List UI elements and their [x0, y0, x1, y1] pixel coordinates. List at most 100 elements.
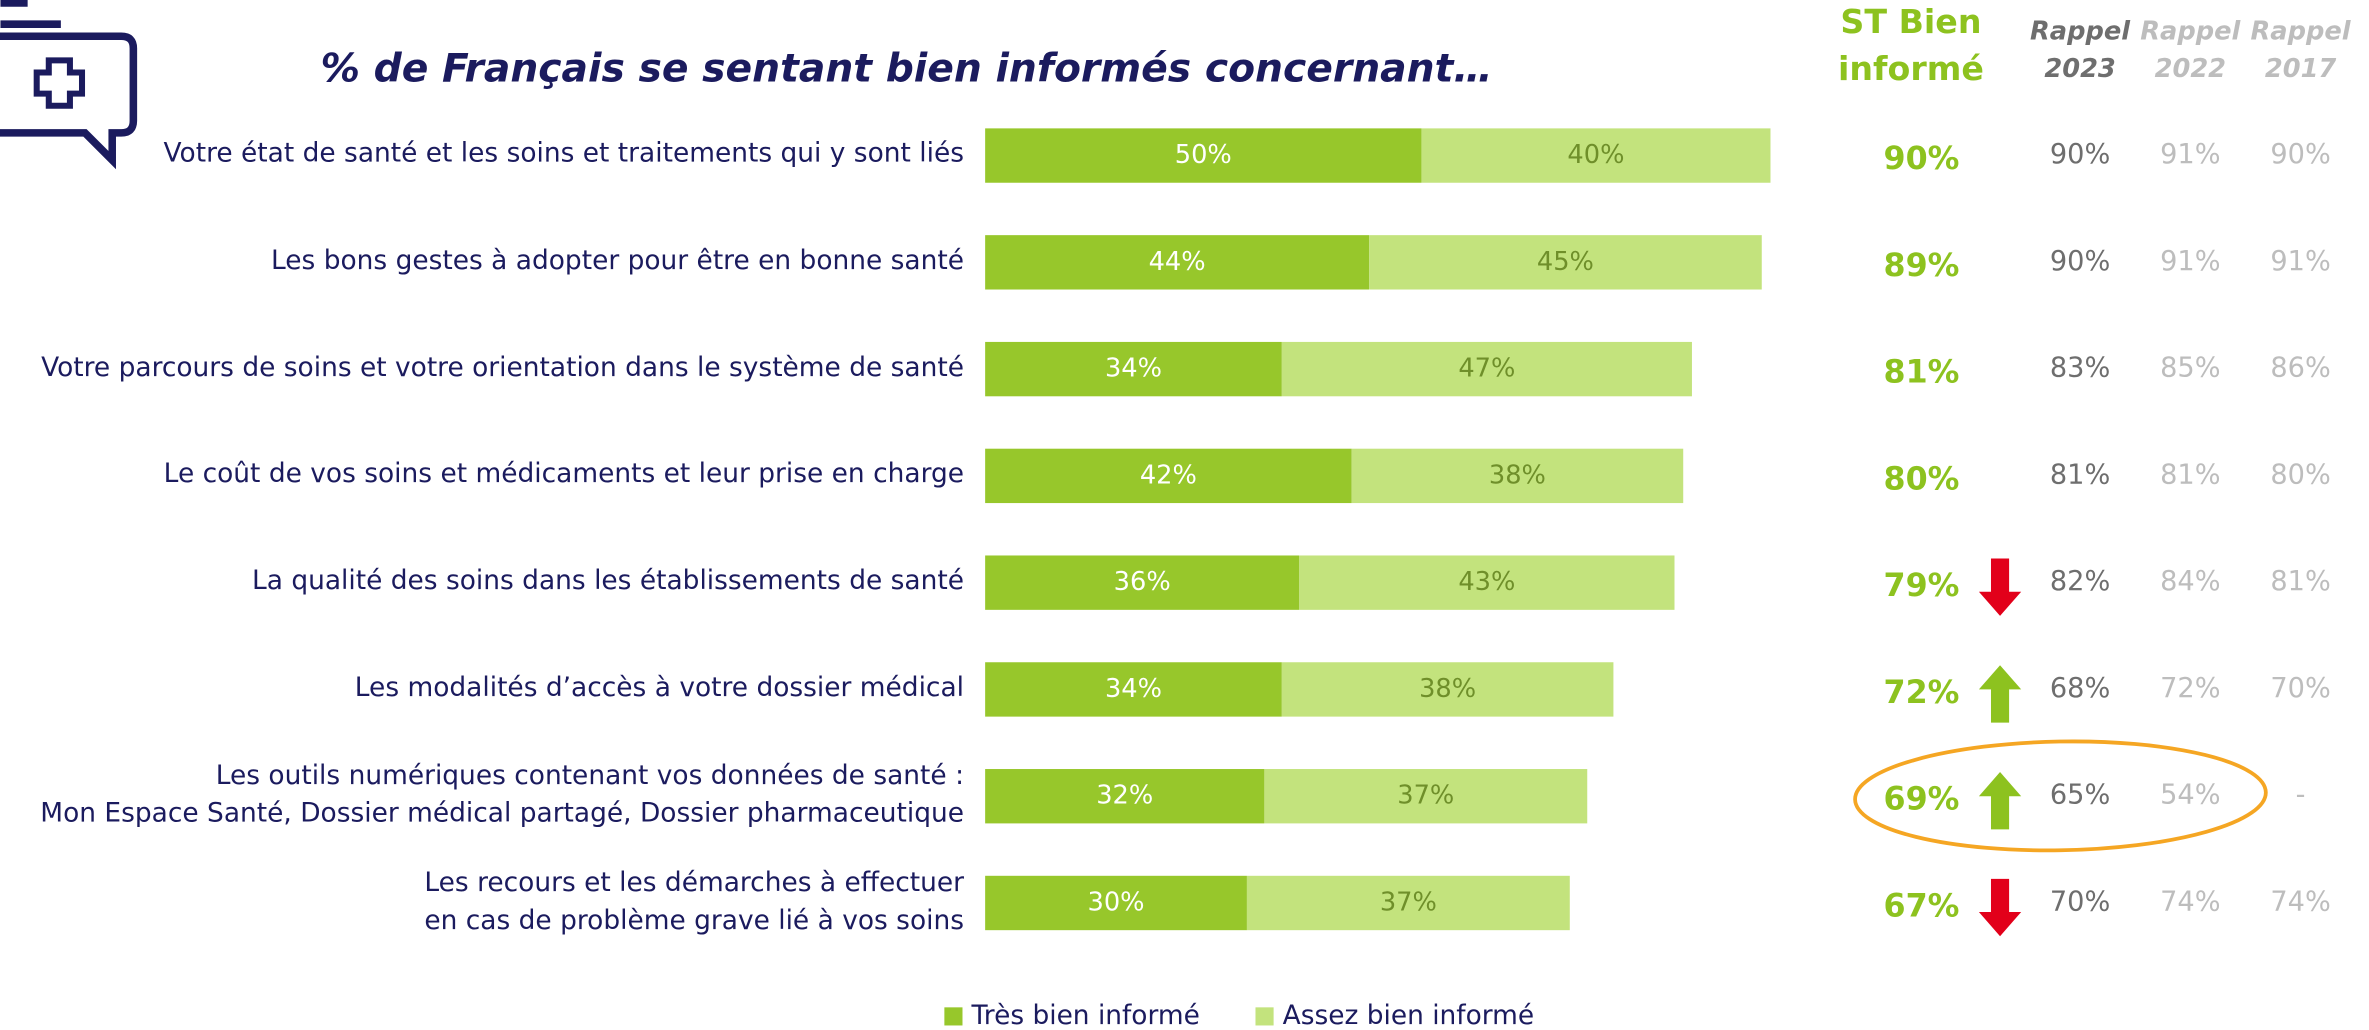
bar-segment	[985, 662, 1282, 717]
recall-value: 74%	[2270, 886, 2330, 917]
category-label-box: Les outils numériques contenant vos donn…	[40, 760, 965, 830]
recall-header-box: Rappel 2023	[2030, 17, 2131, 85]
recall-header: Rappel 2023	[2030, 17, 2131, 85]
value-label: 34%	[1105, 354, 1162, 384]
legend-swatch	[1255, 1007, 1274, 1026]
summary-value: 69%	[1884, 782, 1960, 818]
value-label: 37%	[1397, 781, 1454, 811]
recall-value: 65%	[2050, 780, 2110, 811]
bar-segment	[1369, 235, 1762, 290]
category-label: Votre parcours de soins et votre orienta…	[41, 352, 965, 384]
legend-label: Très bien informé	[971, 1000, 1200, 1030]
bar-segment	[985, 235, 1370, 290]
chart-title: % de Français se sentant bien informés c…	[321, 46, 1493, 91]
value-label: 38%	[1489, 460, 1546, 490]
value-label: 50%	[1175, 140, 1232, 170]
recall-value: 85%	[2160, 353, 2220, 384]
recall-header-box: Rappel 2022	[2140, 17, 2241, 85]
recall-header: Rappel 2022	[2140, 17, 2241, 85]
bar-segment	[1246, 875, 1570, 931]
recall-value: 86%	[2270, 353, 2330, 384]
value-label: 37%	[1380, 887, 1437, 917]
bar-segment	[1281, 341, 1692, 397]
recall-value: 72%	[2160, 673, 2220, 704]
recall-value: 81%	[2270, 566, 2330, 597]
trend-arrow	[1978, 878, 2022, 937]
value-label: 34%	[1105, 674, 1162, 704]
summary-header-box: ST Bien informé	[1837, 4, 1984, 90]
category-label: Les outils numériques contenant vos donn…	[40, 760, 965, 830]
bar-segment	[1264, 769, 1588, 824]
value-label: 42%	[1140, 460, 1197, 490]
value-label: 30%	[1088, 887, 1145, 917]
recall-value: 81%	[2050, 459, 2110, 490]
summary-value: 81%	[1884, 355, 1960, 391]
summary-header: ST Bien informé	[1837, 4, 1984, 90]
highlight	[1853, 739, 2268, 853]
bar-segment	[985, 875, 1247, 931]
recall-value: 91%	[2270, 246, 2330, 277]
recall-value: 91%	[2160, 246, 2220, 277]
trend-arrow	[1978, 772, 2022, 830]
recall-value: 70%	[2270, 673, 2330, 704]
bar-segment	[985, 128, 1422, 183]
summary-value: 89%	[1884, 248, 1960, 284]
value-label: 38%	[1419, 674, 1476, 704]
recall-value: 68%	[2050, 673, 2110, 704]
trend-arrow	[1978, 665, 2022, 723]
recall-value: 90%	[2050, 246, 2110, 277]
category-label: Votre état de santé et les soins et trai…	[163, 139, 965, 170]
recall-value: 90%	[2270, 139, 2330, 170]
recall-value: 81%	[2160, 459, 2220, 490]
value-label: 36%	[1114, 567, 1171, 597]
category-label: Les modalités d’accès à votre dossier mé…	[354, 673, 965, 704]
value-label: 45%	[1537, 247, 1594, 277]
recall-value: 84%	[2160, 566, 2220, 597]
recall-header: Rappel 2017	[2250, 17, 2351, 85]
value-label: 40%	[1567, 140, 1624, 170]
bar-segment	[985, 341, 1282, 397]
bar-segment	[1299, 555, 1675, 610]
recall-value: 74%	[2160, 886, 2220, 917]
category-label-box: Votre parcours de soins et votre orienta…	[41, 352, 965, 384]
value-label: 43%	[1458, 567, 1515, 597]
category-label-box: Les bons gestes à adopter pour être en b…	[271, 246, 965, 277]
bar-segment	[1351, 448, 1684, 504]
recall-value: 54%	[2160, 780, 2220, 811]
category-label: Le coût de vos soins et médicaments et l…	[163, 459, 965, 490]
legend-swatch	[944, 1007, 963, 1026]
recall-value: 91%	[2160, 139, 2220, 170]
recall-value: 82%	[2050, 566, 2110, 597]
summary-value: 72%	[1884, 675, 1960, 711]
category-label-box: Les modalités d’accès à votre dossier mé…	[354, 673, 965, 704]
summary-value: 90%	[1884, 141, 1960, 177]
summary-value: 79%	[1884, 568, 1960, 604]
recall-value: 80%	[2270, 459, 2330, 490]
recall-value: 83%	[2050, 353, 2110, 384]
trend-arrow	[1978, 558, 2022, 616]
category-label-box: Les recours et les démarches à effectuer…	[424, 867, 965, 937]
recall-value: 90%	[2050, 139, 2110, 170]
category-label: Les recours et les démarches à effectuer…	[424, 867, 965, 937]
summary-value: 67%	[1884, 889, 1960, 925]
recall-header-box: Rappel 2017	[2250, 17, 2351, 85]
summary-value: 80%	[1884, 461, 1960, 497]
category-label-box: Le coût de vos soins et médicaments et l…	[163, 459, 965, 490]
bar-segment	[1421, 128, 1771, 183]
icon	[0, 0, 138, 170]
category-label: Les bons gestes à adopter pour être en b…	[271, 246, 965, 277]
recall-value: -	[2296, 780, 2306, 811]
recall-value: 70%	[2050, 886, 2110, 917]
category-label: La qualité des soins dans les établissem…	[252, 566, 965, 597]
bar-segment	[985, 448, 1352, 504]
value-label: 32%	[1096, 781, 1153, 811]
bar-segment	[985, 555, 1300, 610]
category-label-box: La qualité des soins dans les établissem…	[252, 566, 965, 597]
bar-segment	[1281, 662, 1614, 717]
category-label-box: Votre état de santé et les soins et trai…	[163, 139, 965, 170]
bar-segment	[985, 769, 1265, 824]
value-label: 44%	[1149, 247, 1206, 277]
legend-label: Assez bien informé	[1283, 1000, 1534, 1030]
value-label: 47%	[1458, 354, 1515, 384]
